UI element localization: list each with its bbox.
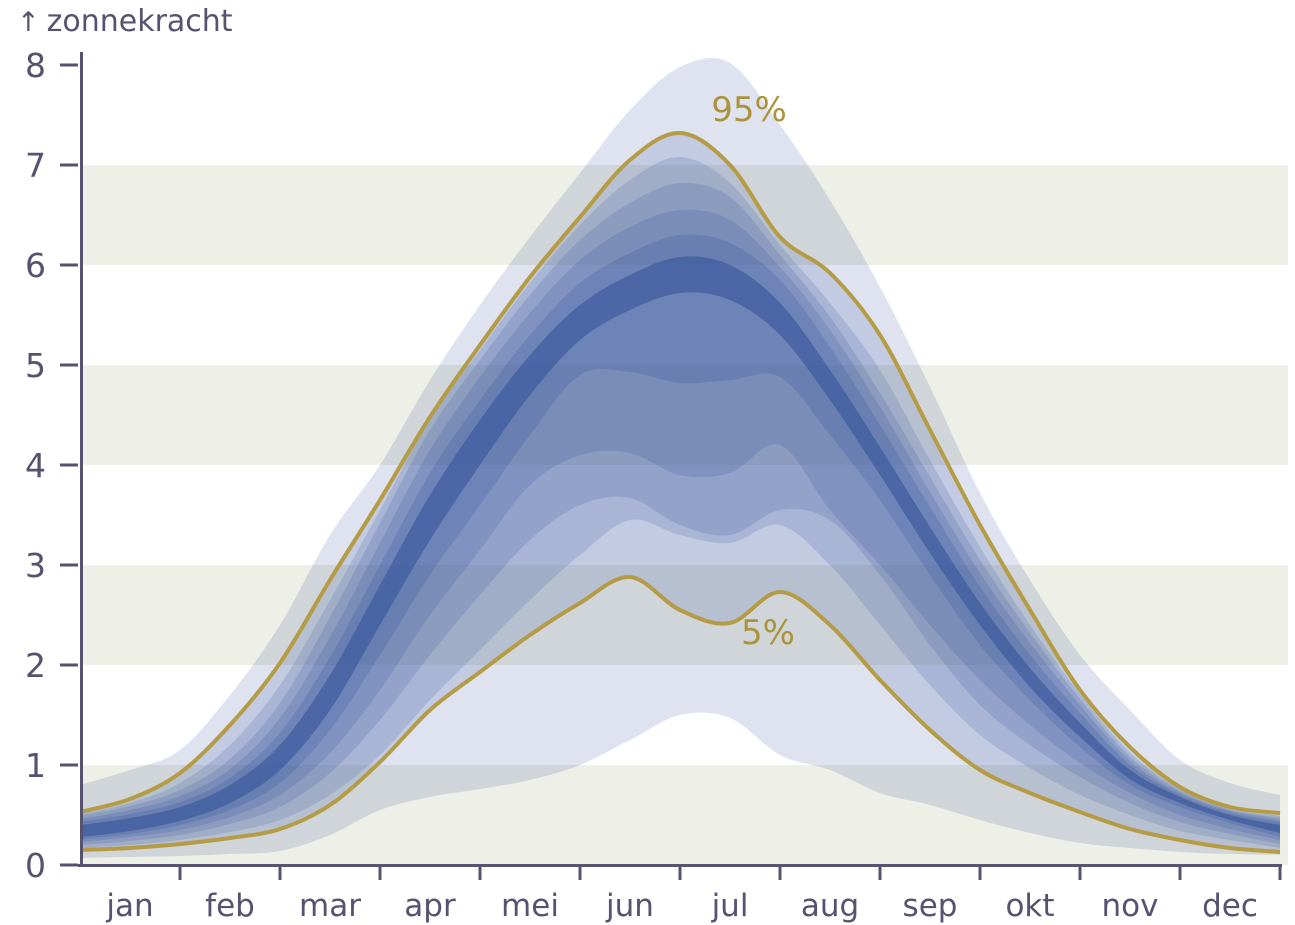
month-label-dec: dec: [1202, 888, 1258, 924]
y-tick-label: 2: [25, 646, 46, 685]
stripe-band: [80, 565, 1288, 665]
month-label-sep: sep: [903, 888, 958, 924]
y-tick-label: 0: [25, 846, 46, 885]
background-stripes: [80, 165, 1288, 865]
percentile-lines: [80, 130, 1281, 854]
tick-labels: 0 1 2 3 4 5 6 7 8 jan feb mar apr mei jun jul aug sep okt n…: [25, 46, 1258, 924]
band-p20-p80: [80, 182, 1280, 845]
y-tick-label: 4: [25, 446, 46, 485]
band-p10-p90: [80, 156, 1280, 849]
stripe-band: [80, 365, 1288, 465]
y-tick-label: 7: [25, 146, 46, 185]
percentile-bands: [80, 57, 1280, 858]
y-axis-title: ↑ zonnekracht: [17, 4, 233, 39]
y-tick-label: 3: [25, 546, 46, 585]
y-tick-label: 1: [25, 746, 46, 785]
axes: [60, 52, 1282, 880]
band-min-max: [80, 57, 1280, 858]
y-axis-title-text: zonnekracht: [46, 4, 233, 39]
band-p5-p95: [80, 132, 1280, 853]
band-p30-p70: [80, 209, 1280, 842]
percentile-annotations: 95% 5%: [711, 90, 795, 653]
y-tick-label: 5: [25, 346, 46, 385]
month-label-nov: nov: [1102, 888, 1159, 924]
month-label-feb: feb: [205, 888, 255, 924]
p5-line: [80, 575, 1281, 854]
stripe-band: [80, 165, 1288, 265]
month-label-okt: okt: [1005, 888, 1054, 924]
month-label-mei: mei: [501, 888, 559, 924]
month-label-jan: jan: [105, 888, 153, 924]
y-tick-label: 8: [25, 46, 46, 85]
p95-line: [80, 130, 1281, 815]
band-p40-p60: [80, 234, 1280, 839]
annotation-95%: 95%: [711, 90, 787, 130]
month-label-mar: mar: [299, 888, 361, 924]
month-label-apr: apr: [404, 888, 456, 924]
month-label-jul: jul: [711, 888, 749, 924]
y-tick-label: 6: [25, 246, 46, 285]
month-label-aug: aug: [801, 888, 859, 924]
month-label-jun: jun: [605, 888, 654, 924]
up-arrow-icon: ↑: [17, 7, 40, 38]
annotation-5%: 5%: [741, 613, 795, 653]
